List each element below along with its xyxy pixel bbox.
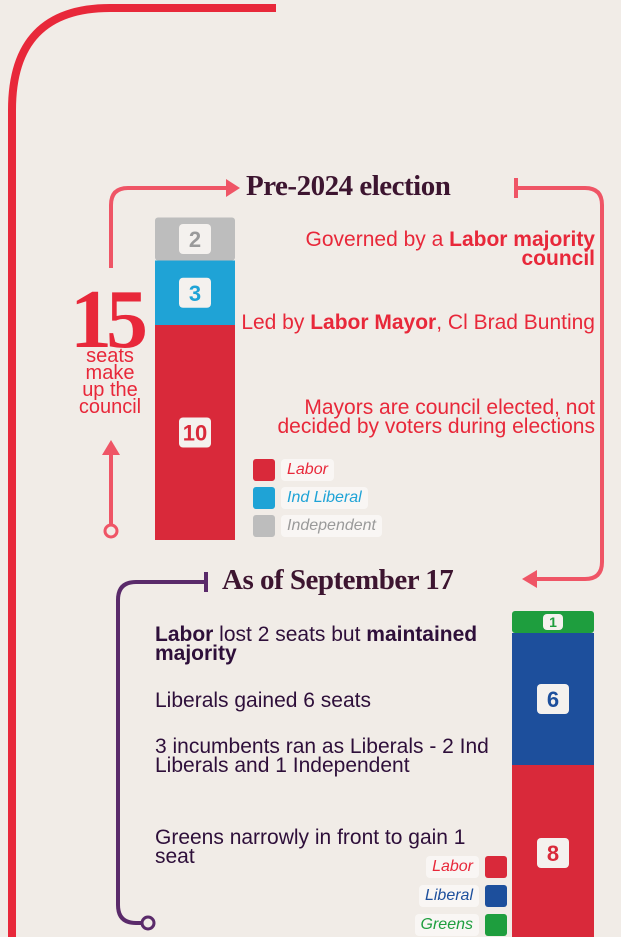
- label-box: [543, 614, 563, 630]
- legend-swatch: [485, 856, 507, 878]
- segment-label: 8: [547, 841, 559, 866]
- connector: [518, 186, 604, 581]
- legend-swatch: [253, 515, 275, 537]
- segment-label: 2: [189, 227, 201, 252]
- caption-line: council: [78, 396, 142, 418]
- legend-label: Labor: [426, 856, 479, 878]
- note-run: Labor: [155, 623, 214, 646]
- label-box: [537, 684, 569, 714]
- legend-label: Ind Liberal: [281, 487, 368, 509]
- heading: Pre-2024 election: [246, 170, 451, 202]
- segment-label: 6: [547, 687, 559, 712]
- label-box: [537, 838, 569, 868]
- note: Governed by a Labor majority council: [240, 228, 595, 270]
- arrow: [102, 440, 120, 455]
- total: 15: [70, 273, 148, 366]
- caption-line: make: [85, 362, 135, 384]
- segment-label: 3: [189, 281, 201, 306]
- caption-line: seats: [86, 345, 134, 367]
- legend-item: Labor: [426, 856, 507, 878]
- caption-line: up the: [82, 379, 138, 401]
- note-run: Greens narrowly in front to gain 1 seat: [155, 826, 466, 868]
- connector: [109, 186, 228, 268]
- legend-label: Greens: [414, 914, 479, 936]
- legend-swatch: [485, 885, 507, 907]
- post-connectors: [116, 572, 208, 925]
- note-run: lost 2 seats but: [213, 623, 367, 646]
- note-run: Mayors are council elected, not decided …: [277, 396, 595, 438]
- note: 3 incumbents ran as Liberals - 2 Ind Lib…: [155, 735, 510, 777]
- total-caption: seats make up the council: [62, 345, 158, 418]
- legend-label: Liberal: [418, 885, 479, 907]
- dot: [103, 523, 119, 539]
- pre-connectors: [109, 178, 604, 581]
- legend-label: Labor: [281, 459, 334, 481]
- arrow: [226, 179, 240, 197]
- legend-item: Labor: [253, 459, 334, 481]
- legend-item: Liberal: [418, 885, 507, 907]
- legend-item: Independent: [253, 515, 382, 537]
- legend-swatch: [253, 459, 275, 481]
- legend-label: Independent: [281, 515, 382, 537]
- segment-label: 10: [183, 421, 207, 446]
- arrow: [522, 570, 537, 588]
- note-run: Labor majority council: [449, 228, 595, 270]
- note: Mayors are council elected, not decided …: [240, 396, 595, 438]
- legend-swatch: [253, 487, 275, 509]
- legend-swatch: [485, 914, 507, 936]
- legend-item: Greens: [414, 914, 507, 936]
- label-box: [179, 417, 211, 448]
- note: Led by Labor Mayor, Cl Brad Bunting: [240, 311, 595, 334]
- label-box: [179, 224, 211, 254]
- note-run: Liberals gained 6 seats: [155, 689, 371, 712]
- dot: [140, 915, 156, 931]
- note-run: Governed by a: [305, 228, 450, 251]
- note: Liberals gained 6 seats: [155, 689, 510, 712]
- label-box: [179, 277, 211, 308]
- note-run: maintained majority: [155, 623, 478, 665]
- red-curve: [7, 3, 276, 937]
- note-run: 3 incumbents ran as Liberals - 2 Ind Lib…: [155, 735, 489, 777]
- note-run: , Cl Brad Bunting: [436, 311, 595, 334]
- note: Labor lost 2 seats but maintained majori…: [155, 623, 510, 665]
- note: Greens narrowly in front to gain 1 seat: [155, 826, 510, 868]
- segment-label: 1: [549, 614, 557, 630]
- heading: As of September 17: [222, 564, 454, 596]
- connector: [116, 580, 205, 925]
- note-run: Led by: [241, 311, 311, 334]
- legend-item: Ind Liberal: [253, 487, 368, 509]
- note-run: Labor Mayor: [310, 311, 437, 334]
